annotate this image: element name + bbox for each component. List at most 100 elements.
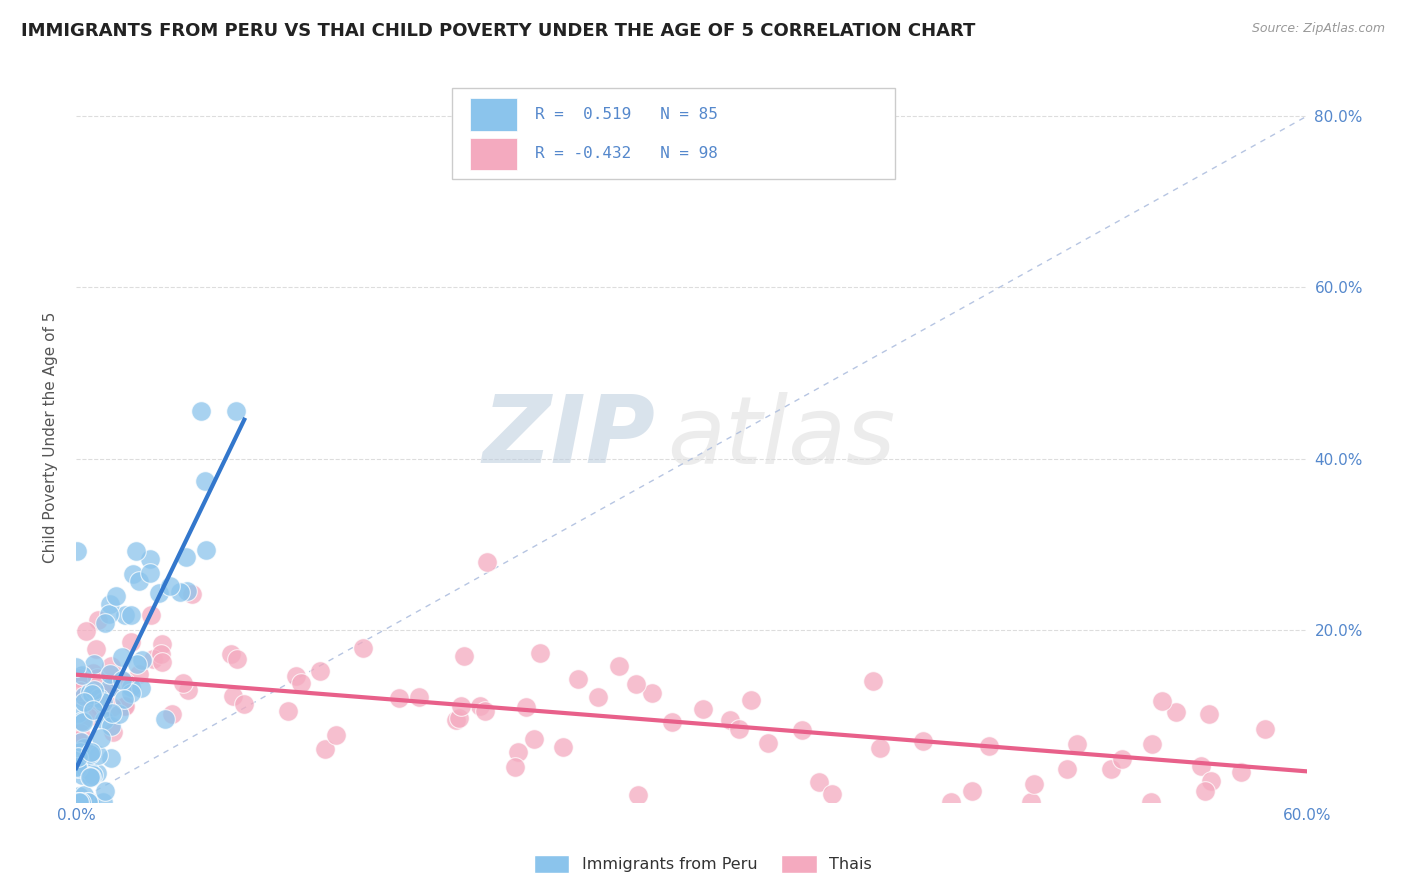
Point (131, 653, 153, 667)
Point (176, 583, 198, 598)
Point (67, 795, 90, 809)
Point (180, 587, 202, 601)
Point (76, 795, 98, 809)
Point (72, 768, 94, 782)
Point (148, 586, 170, 600)
Point (79, 795, 101, 809)
Point (70, 714, 93, 728)
Point (1152, 694, 1174, 708)
Point (72, 795, 94, 809)
Point (67, 732, 90, 747)
Point (72, 715, 94, 730)
Point (120, 634, 142, 648)
Point (82, 666, 104, 681)
Point (152, 638, 174, 652)
Point (90, 731, 112, 745)
Point (66, 750, 89, 764)
Point (86, 747, 108, 762)
Point (325, 728, 347, 742)
Point (939, 795, 962, 809)
Point (69, 795, 91, 809)
Point (1056, 762, 1078, 776)
Point (308, 664, 330, 678)
Point (131, 681, 153, 695)
Point (67, 706, 90, 720)
Point (142, 651, 165, 665)
Point (1194, 783, 1216, 797)
Point (1024, 777, 1046, 791)
Point (79, 684, 101, 698)
Point (740, 692, 762, 706)
Point (66, 760, 89, 774)
Point (790, 723, 813, 737)
Point (232, 698, 254, 712)
Point (453, 649, 475, 664)
Point (139, 552, 162, 566)
Point (1140, 738, 1163, 752)
Point (69, 795, 91, 809)
Point (194, 543, 217, 558)
Point (77, 795, 100, 809)
Point (82, 687, 104, 701)
Point (808, 774, 831, 789)
Text: Source: ZipAtlas.com: Source: ZipAtlas.com (1251, 22, 1385, 36)
Point (127, 657, 149, 672)
Point (100, 719, 122, 733)
Point (67, 789, 90, 804)
Text: atlas: atlas (668, 392, 896, 483)
Point (65, 660, 87, 674)
Point (222, 690, 245, 704)
Point (75, 692, 97, 706)
Point (474, 704, 496, 718)
Point (73, 695, 96, 709)
Point (567, 673, 589, 687)
Point (150, 655, 173, 669)
Point (475, 555, 498, 569)
Point (105, 589, 128, 603)
Point (75, 624, 97, 638)
Point (718, 713, 741, 727)
Point (67, 795, 90, 809)
Point (1230, 764, 1253, 779)
Point (73, 788, 96, 802)
FancyBboxPatch shape (470, 138, 517, 169)
Point (408, 690, 430, 704)
Point (692, 702, 714, 716)
Point (508, 746, 530, 760)
Point (624, 677, 647, 691)
Point (979, 739, 1001, 754)
Point (73, 689, 96, 703)
Point (98, 607, 121, 622)
Point (97, 683, 120, 698)
Point (821, 787, 844, 801)
Point (314, 742, 336, 756)
Point (225, 404, 247, 418)
Text: IMMIGRANTS FROM PERU VS THAI CHILD POVERTY UNDER THE AGE OF 5 CORRELATION CHART: IMMIGRANTS FROM PERU VS THAI CHILD POVER… (21, 22, 976, 40)
Point (1066, 737, 1088, 751)
Point (1166, 705, 1188, 719)
Point (66, 761, 89, 775)
Point (107, 706, 129, 721)
Point (277, 704, 299, 718)
Point (100, 751, 122, 765)
Point (70, 735, 93, 749)
Point (69, 669, 91, 683)
Point (94, 784, 117, 798)
Point (1189, 758, 1212, 772)
Point (523, 731, 546, 746)
Point (87, 691, 110, 706)
Point (114, 608, 136, 623)
Point (72, 795, 94, 809)
Point (100, 659, 122, 673)
Point (120, 681, 142, 695)
Point (960, 784, 983, 798)
Text: R = -0.432   N = 98: R = -0.432 N = 98 (536, 146, 718, 161)
Point (93, 686, 115, 700)
Point (172, 676, 194, 690)
Point (80, 744, 103, 758)
Point (756, 736, 779, 750)
Point (661, 715, 683, 730)
Point (91, 695, 114, 709)
Point (444, 713, 467, 727)
Point (153, 712, 176, 726)
